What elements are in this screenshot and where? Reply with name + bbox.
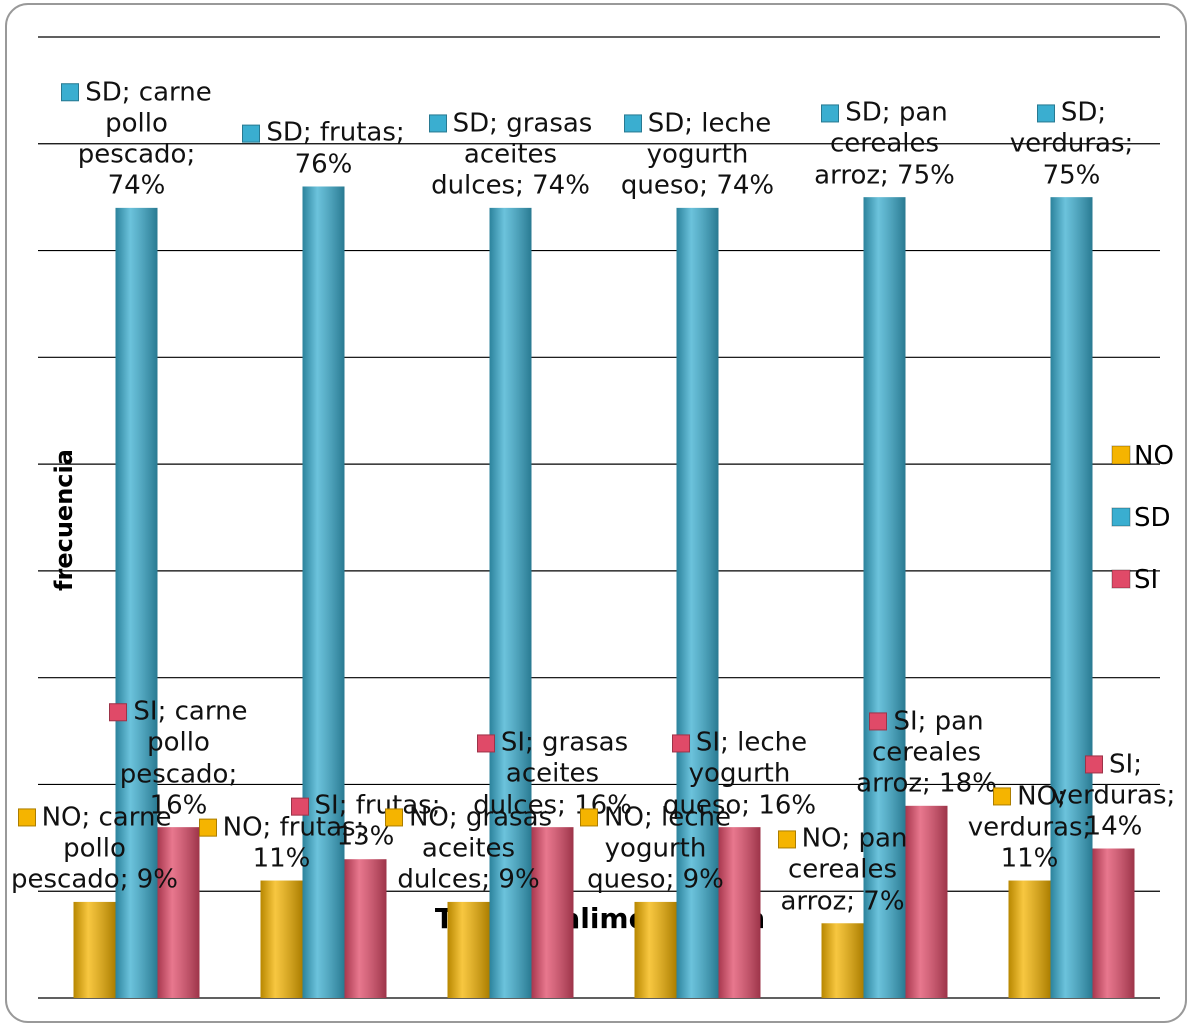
label-key <box>1036 104 1055 123</box>
data-label: NO; carne pollo pescado; 9% <box>10 802 180 896</box>
legend-label: SI <box>1134 565 1158 595</box>
bar-shade <box>344 859 387 998</box>
data-label: NO; leche yogurth queso; 9% <box>571 802 741 896</box>
bar-shade <box>489 207 532 998</box>
data-label: SI; verduras; 14% <box>1029 749 1192 843</box>
bar-cap <box>260 873 303 881</box>
label-key <box>428 114 447 133</box>
label-key <box>384 808 403 827</box>
label-text: NO; carne pollo pescado; 9% <box>11 802 178 895</box>
bar-cap <box>863 190 906 198</box>
bar-shade <box>447 901 490 998</box>
bar-cap <box>905 798 948 806</box>
data-label: SD; leche yogurth queso; 74% <box>613 108 783 202</box>
legend-key <box>1111 445 1131 465</box>
bar-cap <box>718 820 761 828</box>
data-label: SI; leche yogurth queso; 16% <box>655 728 825 822</box>
label-key <box>476 734 495 753</box>
data-label: SI; grasas aceites dulces; 16% <box>468 728 638 822</box>
bar-cap <box>73 894 116 902</box>
label-key <box>821 104 840 123</box>
bar-shade <box>260 880 303 998</box>
bar-cap <box>115 200 158 208</box>
label-text: NO; pan cereales arroz; 7% <box>780 823 908 917</box>
label-text: SI; verduras; 14% <box>1051 748 1176 842</box>
label-text: SD; leche yogurth queso; 74% <box>620 108 775 201</box>
data-label: SI; pan cereales arroz; 18% <box>842 706 1012 800</box>
label-key <box>109 702 128 721</box>
bar-cap <box>634 894 677 902</box>
data-label: SD; grasas aceites dulces; 74% <box>426 108 596 202</box>
bar-shade <box>863 197 906 998</box>
label-key <box>580 808 599 827</box>
data-label: SD; frutas; 76% <box>239 118 409 180</box>
label-key <box>777 830 796 849</box>
label-text: SD; frutas; 76% <box>266 118 405 180</box>
bar-cap <box>821 916 864 924</box>
bar-shade <box>157 827 200 998</box>
label-text: NO; grasas aceites dulces; 9% <box>397 802 553 895</box>
data-label: SD; pan cereales arroz; 75% <box>800 98 970 192</box>
bar-cap <box>344 852 387 860</box>
label-key <box>198 818 217 837</box>
label-text: NO; leche yogurth queso; 9% <box>587 802 731 895</box>
y-axis-label: frecuencia <box>50 449 78 591</box>
label-key <box>290 797 309 816</box>
bar-cap <box>1092 841 1135 849</box>
label-key <box>623 114 642 133</box>
bar-shade <box>1050 197 1093 998</box>
label-text: SI; carne pollo pescado; 16% <box>119 696 248 820</box>
bar-shade <box>905 805 948 998</box>
label-key <box>869 712 888 731</box>
label-text: SD; verduras; 75% <box>1009 97 1134 190</box>
bar-shade <box>531 827 574 998</box>
label-text: SI; frutas; 13% <box>314 790 441 852</box>
bar-cap <box>489 200 532 208</box>
bar-shade <box>302 186 345 998</box>
data-label: SD; carne pollo pescado; 74% <box>52 77 222 202</box>
data-label: NO; verduras; 11% <box>945 781 1115 875</box>
legend-label: NO <box>1134 441 1174 471</box>
label-key <box>993 787 1012 806</box>
bar-cap <box>1050 190 1093 198</box>
label-text: NO; verduras; 11% <box>967 780 1092 874</box>
bar-shade <box>115 207 158 998</box>
bar-cap <box>1008 873 1051 881</box>
data-label: NO; grasas aceites dulces; 9% <box>384 802 554 896</box>
label-text: SD; grasas aceites dulces; 74% <box>431 108 593 201</box>
data-label: SI; frutas; 13% <box>281 791 451 853</box>
legend-key <box>1111 569 1131 589</box>
label-key <box>671 734 690 753</box>
label-key <box>242 124 261 143</box>
bar-shade <box>73 901 116 998</box>
label-text: SD; carne pollo pescado; 74% <box>77 77 212 201</box>
label-key <box>1085 755 1104 774</box>
label-text: SI; leche yogurth queso; 16% <box>662 727 817 820</box>
legend-label: SD <box>1134 503 1171 533</box>
bar-cap <box>302 179 345 187</box>
bar-cap <box>676 200 719 208</box>
bar-shade <box>718 827 761 998</box>
bar-cap <box>157 820 200 828</box>
bar-shade <box>676 207 719 998</box>
bar-shade <box>821 923 864 998</box>
bar-cap <box>531 820 574 828</box>
bar-shade <box>1092 848 1135 998</box>
data-label: NO; pan cereales arroz; 7% <box>758 824 928 918</box>
label-key <box>61 83 80 102</box>
label-text: SD; pan cereales arroz; 75% <box>814 97 955 190</box>
label-text: NO; frutas; 11% <box>222 812 365 874</box>
label-text: SI; pan cereales arroz; 18% <box>856 706 997 799</box>
data-label: SI; carne pollo pescado; 16% <box>94 696 264 821</box>
legend-key <box>1111 507 1131 527</box>
data-label: NO; frutas; 11% <box>197 812 367 874</box>
bar-cap <box>447 894 490 902</box>
label-key <box>17 808 36 827</box>
label-text: SI; grasas aceites dulces; 16% <box>473 727 632 820</box>
bar-shade <box>634 901 677 998</box>
bar-shade <box>1008 880 1051 998</box>
data-label: SD; verduras; 75% <box>987 98 1157 192</box>
